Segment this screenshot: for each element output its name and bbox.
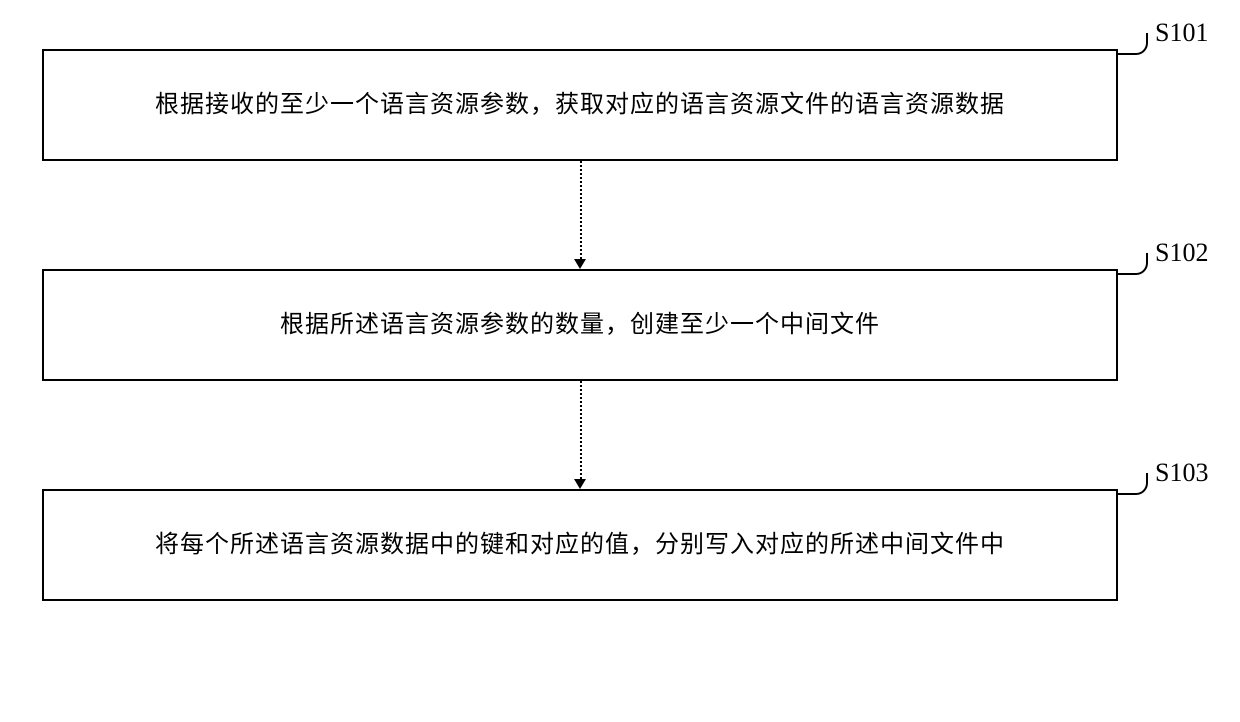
- arrow-head-s101-s102: [574, 259, 586, 269]
- step-label-s101: S101: [1155, 18, 1208, 48]
- label-connector-s103: [1118, 473, 1148, 495]
- node-s102-text: 根据所述语言资源参数的数量，创建至少一个中间文件: [280, 306, 880, 344]
- arrow-head-s102-s103: [574, 479, 586, 489]
- label-connector-s101: [1118, 33, 1148, 55]
- flowchart-node-s101: 根据接收的至少一个语言资源参数，获取对应的语言资源文件的语言资源数据: [42, 49, 1118, 161]
- node-s101-text: 根据接收的至少一个语言资源参数，获取对应的语言资源文件的语言资源数据: [155, 86, 1005, 124]
- step-label-s102: S102: [1155, 238, 1208, 268]
- label-connector-s102: [1118, 253, 1148, 275]
- arrow-s102-s103: [580, 381, 582, 479]
- arrow-s101-s102: [580, 161, 582, 259]
- step-label-s103: S103: [1155, 458, 1208, 488]
- flowchart-node-s103: 将每个所述语言资源数据中的键和对应的值，分别写入对应的所述中间文件中: [42, 489, 1118, 601]
- flowchart-container: 根据接收的至少一个语言资源参数，获取对应的语言资源文件的语言资源数据 S101 …: [0, 0, 1240, 722]
- flowchart-node-s102: 根据所述语言资源参数的数量，创建至少一个中间文件: [42, 269, 1118, 381]
- node-s103-text: 将每个所述语言资源数据中的键和对应的值，分别写入对应的所述中间文件中: [155, 526, 1005, 564]
